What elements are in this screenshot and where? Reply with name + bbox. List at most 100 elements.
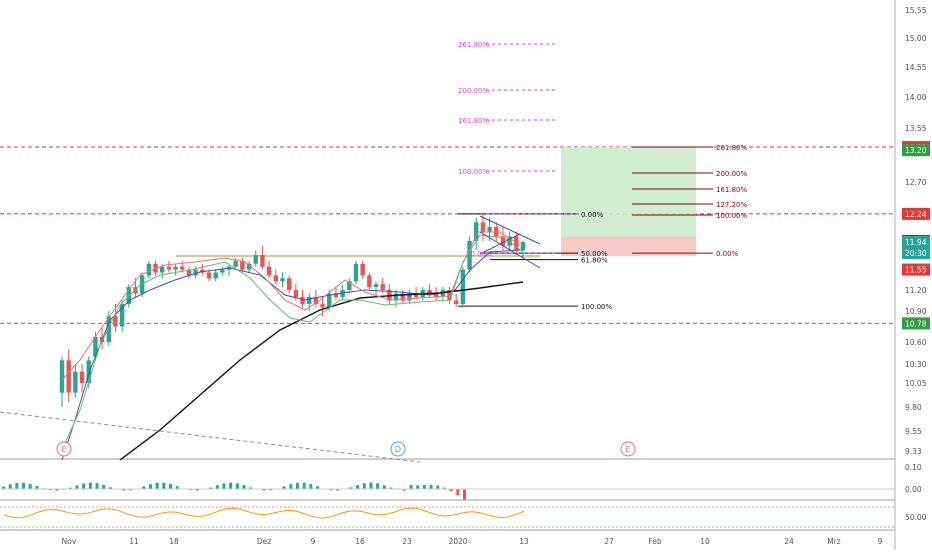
candle-body[interactable] bbox=[461, 270, 465, 304]
candle-body[interactable] bbox=[354, 264, 358, 282]
price-label-text: 11.94 bbox=[905, 238, 927, 247]
histogram-bar bbox=[96, 483, 99, 489]
histogram-bar bbox=[75, 485, 78, 489]
price-tick-label: 14.55 bbox=[905, 63, 927, 72]
histogram-bar bbox=[356, 485, 359, 489]
histogram-bar bbox=[102, 485, 105, 489]
histogram-bar bbox=[369, 483, 372, 489]
histogram-bar bbox=[309, 484, 312, 489]
candle-body[interactable] bbox=[287, 278, 291, 290]
candle-body[interactable] bbox=[207, 273, 211, 279]
candle-body[interactable] bbox=[254, 255, 258, 264]
candle-body[interactable] bbox=[294, 290, 298, 297]
candle-body[interactable] bbox=[320, 304, 324, 308]
fib-extension-label: 161.80% bbox=[458, 117, 489, 125]
price-tick-label: 12.70 bbox=[905, 178, 927, 187]
histogram-bar bbox=[9, 484, 12, 489]
candle-body[interactable] bbox=[380, 284, 384, 290]
fib-retracement-label: 0.00% bbox=[581, 211, 604, 219]
histogram-bar bbox=[303, 483, 306, 489]
price-tick-label: 11.20 bbox=[905, 286, 927, 295]
candle-body[interactable] bbox=[307, 297, 311, 304]
time-tick-label: 16 bbox=[355, 537, 365, 546]
fib-target-label: 0.00% bbox=[716, 250, 739, 258]
time-tick-label: 13 bbox=[519, 537, 529, 546]
time-tick-label: 10 bbox=[700, 537, 710, 546]
fib-target-label: 127.20% bbox=[716, 201, 747, 209]
candle-body[interactable] bbox=[66, 360, 70, 392]
candle-body[interactable] bbox=[280, 278, 284, 281]
candle-body[interactable] bbox=[213, 273, 217, 279]
candle-body[interactable] bbox=[147, 264, 151, 276]
price-tick-label: 10.90 bbox=[905, 307, 927, 316]
candle-body[interactable] bbox=[267, 267, 271, 276]
time-tick-label: 11 bbox=[129, 537, 139, 546]
histogram-bar bbox=[236, 483, 239, 489]
candle-body[interactable] bbox=[274, 275, 278, 281]
time-tick-label: Feb bbox=[648, 537, 662, 546]
candle-body[interactable] bbox=[160, 267, 164, 273]
candle-body[interactable] bbox=[234, 261, 238, 267]
candle-body[interactable] bbox=[300, 297, 304, 304]
histogram-bar bbox=[162, 483, 165, 489]
histogram-bar bbox=[416, 485, 419, 489]
time-tick-label: 2020 bbox=[448, 537, 467, 546]
price-tick-label: 9.80 bbox=[905, 403, 922, 412]
price-tick-label: 9.33 bbox=[905, 447, 922, 456]
histogram-bar bbox=[436, 486, 439, 489]
time-tick-label: Mrz bbox=[827, 537, 841, 546]
candle-body[interactable] bbox=[367, 275, 371, 287]
candle-body[interactable] bbox=[167, 267, 171, 270]
fib-target-label: 200.00% bbox=[716, 170, 747, 178]
fib-retracement-label: 61.80% bbox=[581, 257, 608, 265]
candle-body[interactable] bbox=[73, 372, 77, 393]
histogram-bar bbox=[89, 483, 92, 489]
candle-body[interactable] bbox=[481, 222, 485, 231]
candle-body[interactable] bbox=[374, 284, 378, 287]
price-tick-label: 13.55 bbox=[905, 124, 927, 133]
oscillator-tick-label: 50.00 bbox=[905, 513, 927, 522]
candle-body[interactable] bbox=[454, 301, 458, 305]
price-tick-label: 10.60 bbox=[905, 338, 927, 347]
candle-body[interactable] bbox=[173, 267, 177, 270]
histogram-bar bbox=[463, 489, 466, 500]
candle-body[interactable] bbox=[220, 270, 224, 273]
time-tick-label: 9 bbox=[311, 537, 316, 546]
histogram-bar bbox=[243, 485, 246, 489]
histogram-bar bbox=[229, 483, 232, 489]
price-label-text: 13.20 bbox=[905, 146, 927, 155]
candle-body[interactable] bbox=[60, 360, 64, 392]
candle-body[interactable] bbox=[487, 227, 491, 232]
fib-target-label: 161.80% bbox=[716, 186, 747, 194]
candle-body[interactable] bbox=[80, 372, 84, 383]
price-label-text: 10.78 bbox=[905, 319, 927, 328]
histogram-bar bbox=[156, 483, 159, 489]
time-tick-label: 23 bbox=[402, 537, 412, 546]
histogram-bar bbox=[410, 485, 413, 489]
histogram-bar bbox=[376, 483, 379, 489]
event-marker-label: E bbox=[61, 445, 66, 454]
candle-body[interactable] bbox=[360, 264, 364, 276]
histogram-bar bbox=[363, 483, 366, 489]
time-tick-label: Dez bbox=[257, 537, 271, 546]
time-tick-label: 24 bbox=[784, 537, 794, 546]
histogram-bar bbox=[82, 483, 85, 489]
histogram-bar bbox=[423, 485, 426, 489]
time-tick-label: Nov bbox=[62, 537, 77, 546]
event-marker-label: E bbox=[625, 445, 630, 454]
histogram-bar bbox=[456, 489, 459, 495]
profit-zone[interactable] bbox=[561, 147, 696, 236]
candle-body[interactable] bbox=[521, 242, 525, 250]
fib-extension-label: 261.80% bbox=[458, 41, 489, 49]
histogram-bar bbox=[15, 483, 18, 489]
candle-body[interactable] bbox=[180, 267, 184, 270]
histogram-bar bbox=[149, 484, 152, 489]
price-tick-label: 15.55 bbox=[905, 6, 927, 15]
candle-body[interactable] bbox=[260, 255, 264, 267]
fib-extension-label: 200.00% bbox=[458, 87, 489, 95]
price-label-text: 20:30 bbox=[905, 249, 927, 258]
histogram-bar bbox=[296, 483, 299, 489]
price-label-text: 12.24 bbox=[905, 210, 927, 219]
